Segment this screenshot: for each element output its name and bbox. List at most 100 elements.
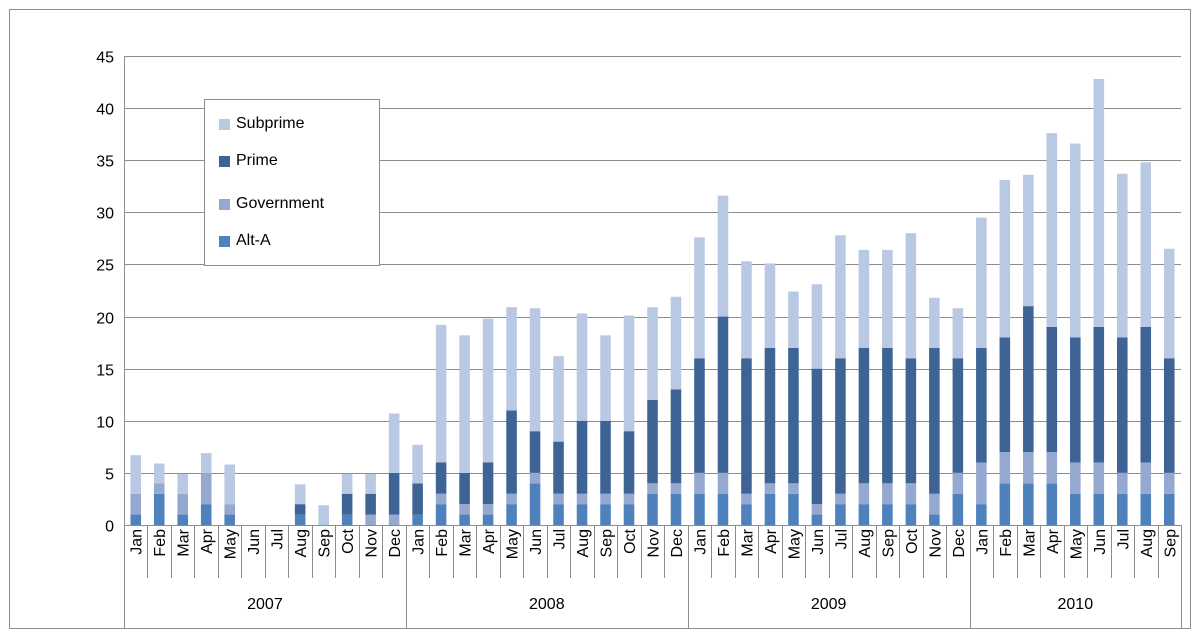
bar-segment-government [600, 493, 611, 505]
bar-segment-prime [788, 347, 799, 484]
bar-segment-prime [553, 441, 564, 494]
bar-segment-subprime [764, 263, 776, 348]
bar-segment-prime [1163, 358, 1175, 473]
bar-segment-alt-a [623, 504, 635, 525]
month-label: Apr [1045, 528, 1062, 554]
bar-segment-subprime [576, 313, 588, 421]
month-label: Jun [1092, 529, 1109, 555]
bar-segment-subprime [341, 473, 353, 494]
bar-segment-alt-a [1070, 493, 1081, 525]
bar-segment-prime [529, 431, 541, 473]
bar-segment-subprime [200, 453, 212, 473]
y-tick-label: 15 [96, 363, 114, 380]
month-label: Jan [411, 529, 428, 555]
month-label: Jan [974, 529, 991, 555]
bar-segment-prime [435, 462, 447, 494]
bar-segment-alt-a [905, 504, 917, 525]
bar-segment-alt-a [529, 483, 541, 525]
bar-segment-subprime [553, 356, 564, 442]
bar-segment-government [647, 483, 658, 494]
bar-segment-prime [576, 420, 588, 494]
month-label: Oct [340, 528, 357, 553]
year-label: 2010 [1058, 596, 1094, 613]
bar-segment-government [553, 493, 564, 505]
month-label: Jan [129, 529, 146, 555]
bar-segment-alt-a [835, 504, 846, 525]
bar-segment-subprime [435, 324, 447, 463]
month-label: Oct [904, 528, 921, 553]
bar-segment-government [459, 504, 470, 515]
bar-segment-government [153, 483, 165, 494]
bar-segment-alt-a [1163, 493, 1175, 525]
bar-segment-prime [694, 358, 705, 473]
bar-segment-government [1163, 472, 1175, 494]
y-tick-label: 10 [96, 415, 114, 432]
month-label: Nov [646, 529, 663, 557]
month-label: Dec [387, 529, 404, 557]
month-label: Jul [552, 529, 569, 549]
bar-segment-subprime [365, 473, 376, 494]
bar-segment-alt-a [882, 504, 893, 525]
bar-segment-prime [600, 420, 611, 494]
bar-segment-prime [670, 389, 682, 484]
bar-segment-government [929, 493, 940, 515]
y-tick-label: 20 [96, 311, 114, 328]
bar-segment-alt-a [717, 493, 729, 525]
y-tick-label: 45 [96, 50, 114, 67]
bar-segment-government [905, 483, 917, 505]
bar-segment-prime [294, 504, 306, 515]
bar-segment-prime [647, 399, 658, 484]
legend-label-government: Government [236, 195, 325, 212]
bar-segment-alt-a [224, 514, 235, 525]
bar-segment-government [365, 514, 376, 525]
month-label: Mar [739, 528, 756, 556]
bar-segment-prime [858, 347, 870, 484]
bar-segment-government [200, 472, 212, 505]
bar-segment-alt-a [506, 504, 517, 525]
bar-segment-alt-a [858, 504, 870, 525]
bar-segment-government [694, 472, 705, 494]
y-tick-label: 30 [96, 206, 114, 223]
bar-segment-alt-a [153, 493, 165, 525]
bar-segment-subprime [506, 307, 517, 411]
bar-segment-prime [1046, 326, 1058, 453]
bar-segment-alt-a [341, 514, 353, 525]
month-label: Nov [364, 529, 381, 557]
bar-segment-subprime [647, 307, 658, 400]
legend-swatch-alt-a [219, 235, 230, 247]
month-label: May [505, 529, 522, 559]
bar-segment-prime [717, 316, 729, 473]
bar-segment-alt-a [1140, 493, 1152, 525]
month-label: Apr [199, 528, 216, 554]
bar-segment-government [224, 504, 235, 515]
bar-segment-prime [952, 358, 964, 473]
bar-segment-alt-a [811, 514, 823, 525]
bar-segment-government [764, 483, 776, 494]
bar-segment-prime [764, 347, 776, 484]
month-label: Aug [1139, 529, 1156, 557]
bar-segment-government [1116, 472, 1128, 494]
bar-segment-subprime [858, 249, 870, 348]
bar-segment-subprime [1116, 173, 1128, 338]
month-label: May [1068, 529, 1085, 559]
bar-segment-subprime [1070, 143, 1081, 338]
month-label: Jun [528, 529, 545, 555]
bar-segment-alt-a [200, 504, 212, 525]
year-label: 2008 [529, 596, 565, 613]
bar-segment-prime [412, 483, 423, 515]
month-label: Feb [998, 529, 1015, 557]
bar-segment-prime [999, 337, 1011, 453]
month-label: Mar [1021, 528, 1038, 556]
chart-frame [9, 9, 1191, 629]
y-tick-label: 25 [96, 258, 114, 275]
bar-segment-prime [741, 358, 752, 494]
y-tick-label: 5 [105, 467, 114, 484]
month-label: Jan [692, 529, 709, 555]
bar-segment-subprime [177, 473, 189, 494]
bar-segment-government [529, 472, 541, 484]
bar-segment-alt-a [999, 483, 1011, 525]
bar-segment-subprime [529, 308, 541, 432]
month-label: Jul [833, 529, 850, 549]
bar-segment-government [976, 462, 987, 505]
month-label: Apr [763, 528, 780, 554]
